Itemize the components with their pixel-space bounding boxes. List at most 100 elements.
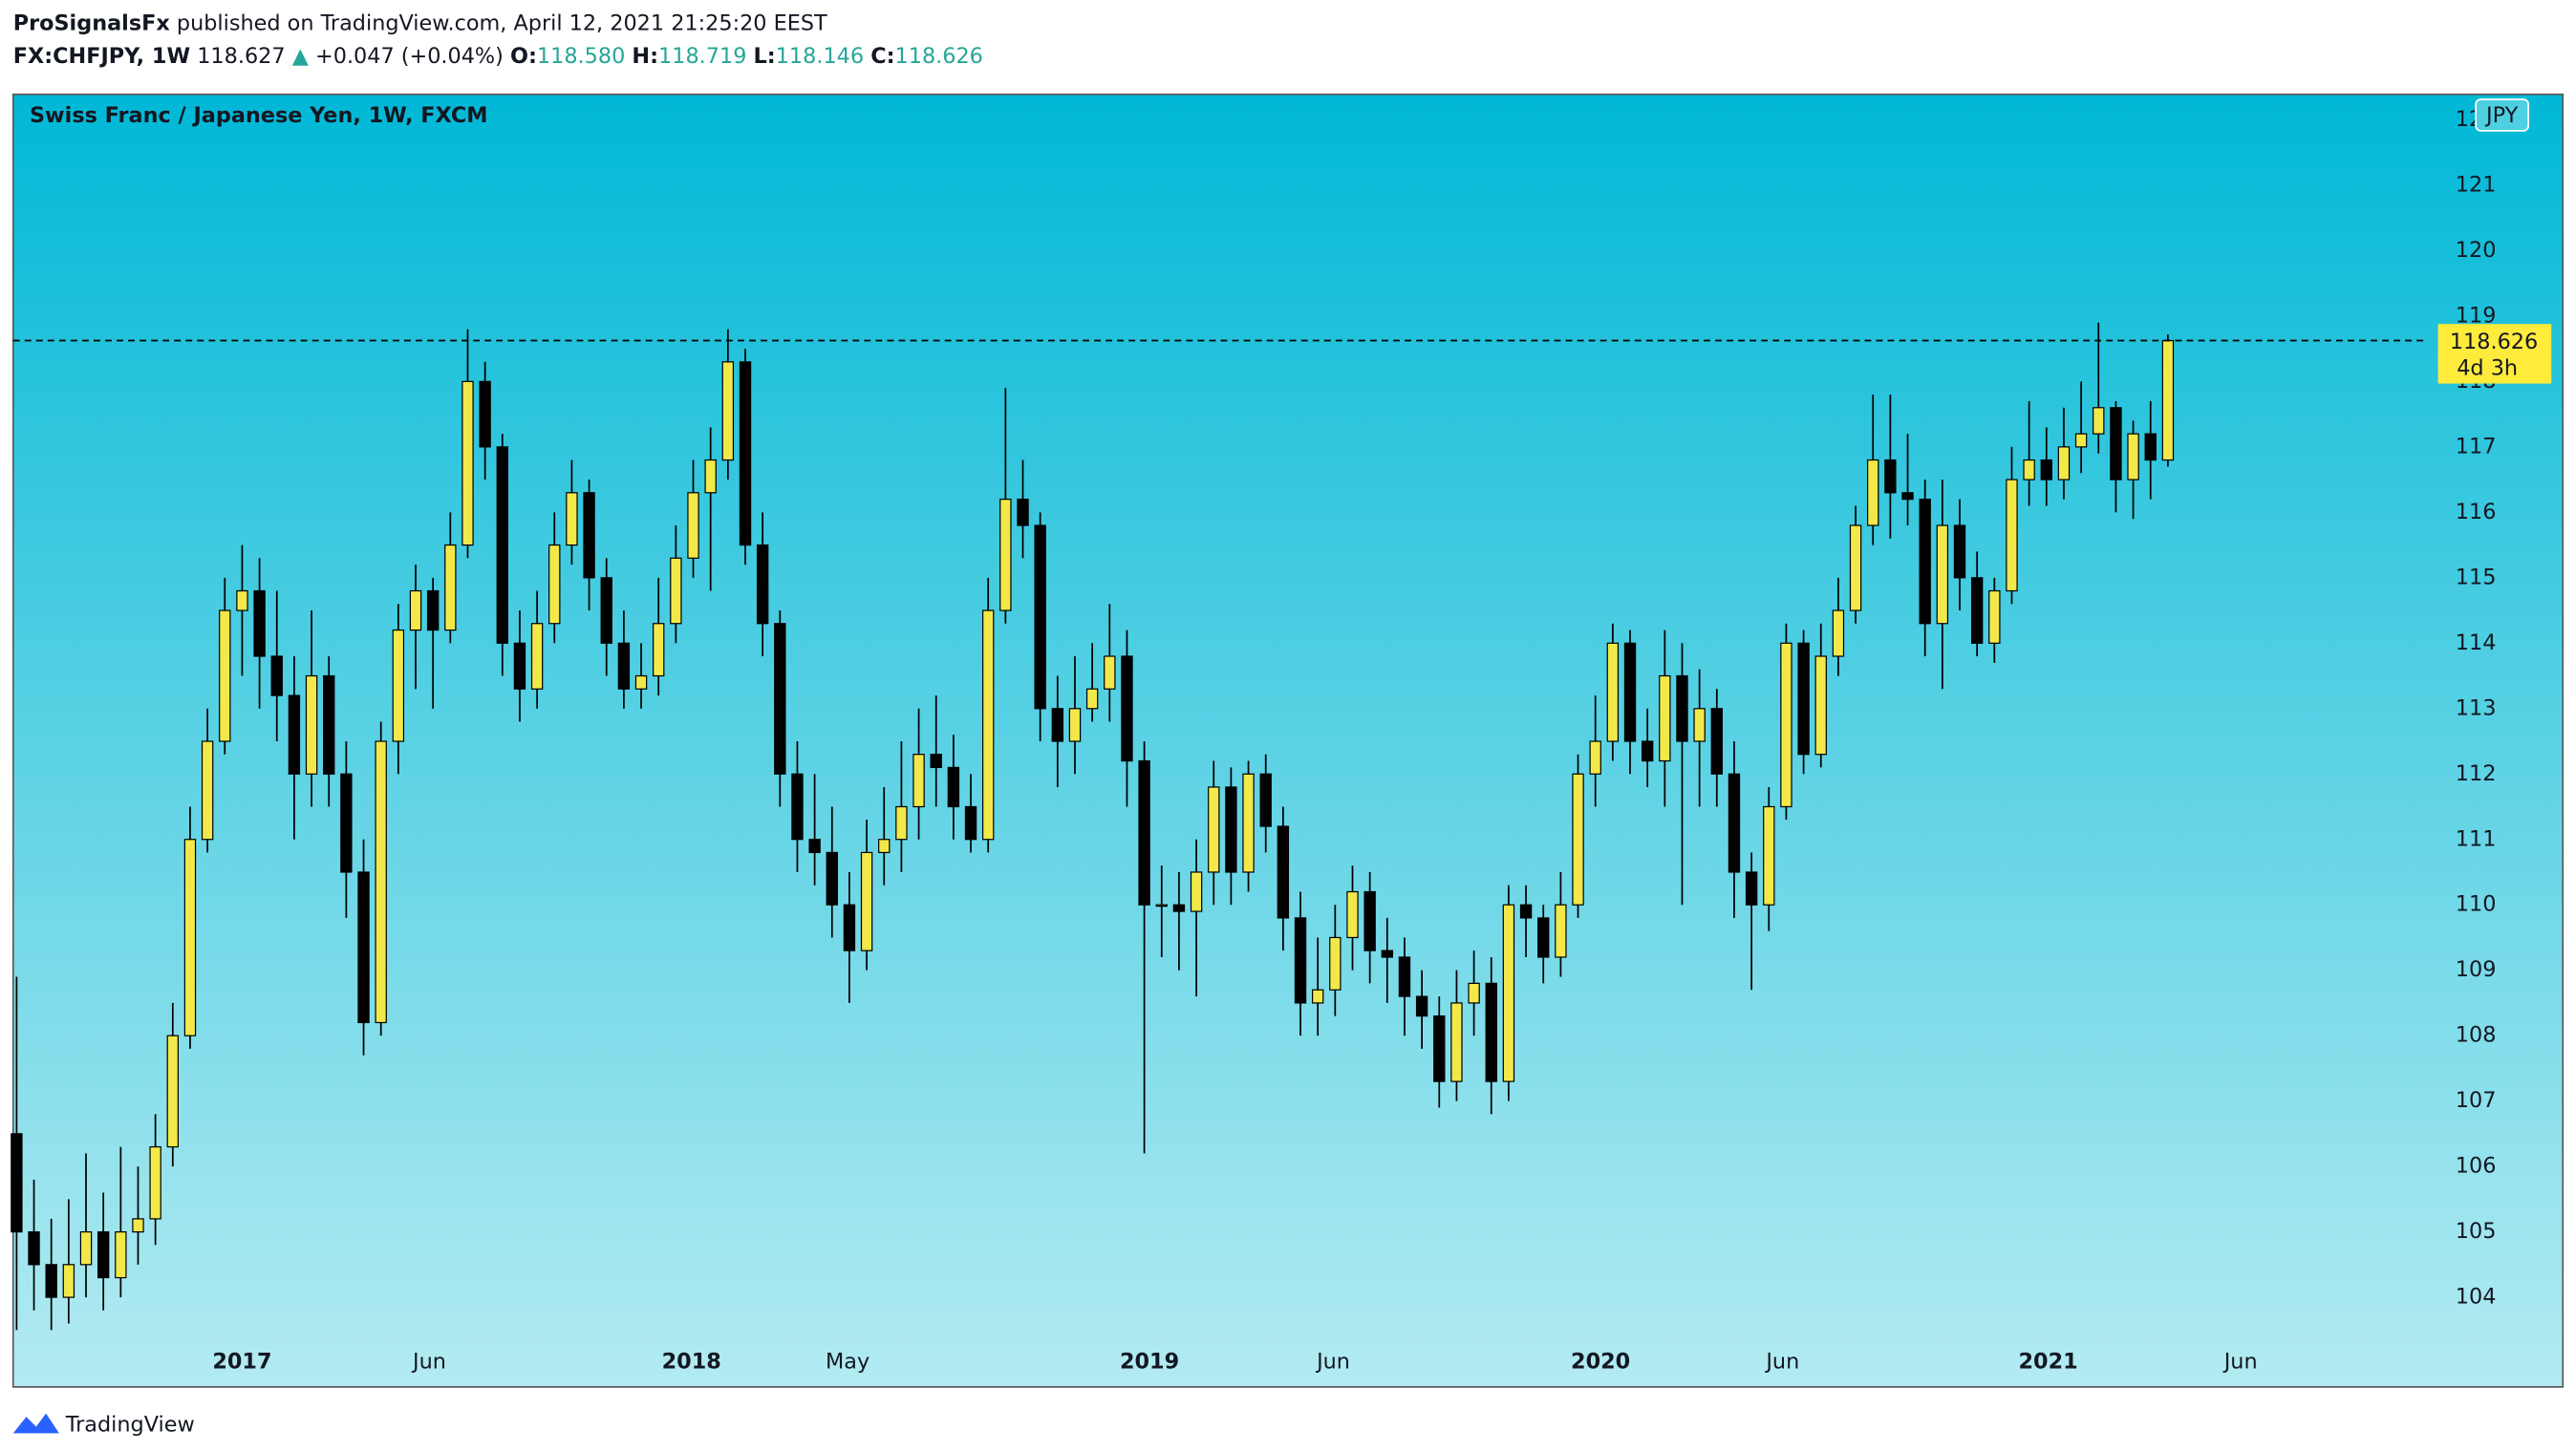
candle-body-down <box>426 589 440 631</box>
candle-body-down <box>1485 982 1497 1082</box>
x-tick-label: May <box>826 1349 869 1374</box>
o-label: O: <box>510 43 537 68</box>
candle-body-up <box>115 1230 127 1279</box>
currency-label: JPY <box>2484 103 2519 128</box>
candle-body-up <box>999 499 1012 611</box>
candle-body-up <box>1659 674 1671 762</box>
candle-body-up <box>1555 904 1567 958</box>
arrow: ▲ <box>292 43 310 68</box>
candle-body-down <box>1901 492 1914 501</box>
candle-body-down <box>1034 524 1046 710</box>
candle-body-up <box>1450 1002 1463 1082</box>
chart-area <box>11 93 2565 1388</box>
y-tick-label: 104 <box>2456 1285 2497 1310</box>
candle-body-down <box>1294 917 1307 1004</box>
candle-body-down <box>947 766 960 808</box>
candle-body-down <box>357 871 370 1024</box>
candle-body-down <box>496 446 508 644</box>
low: 118.146 <box>776 43 864 68</box>
candle-body-down <box>930 754 942 769</box>
l-label: L: <box>754 43 776 68</box>
candle-body-up <box>1085 688 1099 710</box>
candle-body-down <box>323 674 335 775</box>
candle-body-down <box>1415 995 1428 1017</box>
candle-body-down <box>774 623 786 775</box>
candle-body-up <box>1814 655 1827 756</box>
candle-body-up <box>2161 339 2175 461</box>
candle-body-down <box>2040 459 2052 480</box>
candle-body-down <box>964 805 977 841</box>
y-tick-label: 106 <box>2456 1154 2497 1179</box>
symbol: FX:CHFJPY, 1W <box>13 43 191 68</box>
candle-body-up <box>687 492 699 559</box>
candle-body-up <box>305 674 318 775</box>
y-tick-label: 112 <box>2456 761 2497 786</box>
candle-body-up <box>79 1230 93 1266</box>
candle-body-up <box>982 609 995 841</box>
candle-body-down <box>1537 917 1550 958</box>
candle-body-down <box>1797 642 1810 756</box>
candle-body-down <box>1519 904 1533 919</box>
candle-body-down <box>808 839 821 854</box>
y-tick-label: 119 <box>2456 303 2497 328</box>
x-tick-label: Jun <box>1315 1349 1350 1374</box>
y-tick-label: 109 <box>2456 957 2497 982</box>
candle-body-up <box>1988 589 2001 644</box>
candle-body-down <box>1884 459 1897 494</box>
candle-body-down <box>1277 825 1290 919</box>
candle-body-down <box>617 642 631 690</box>
candle-body-down <box>1398 956 1411 997</box>
y-tick-label: 113 <box>2456 695 2497 720</box>
y-tick-label: 111 <box>2456 826 2497 851</box>
candle-body-down <box>791 773 804 841</box>
footer: TradingView <box>12 1412 195 1437</box>
candle-body-up <box>462 380 474 546</box>
candle-body-up <box>878 839 891 854</box>
header-line-1: ProSignalsFx published on TradingView.co… <box>13 11 827 35</box>
candle-body-up <box>1468 982 1480 1004</box>
candle-body-up <box>219 609 231 742</box>
candle-body-up <box>1832 609 1845 657</box>
c-label: C: <box>870 43 894 68</box>
candle-body-up <box>201 740 214 841</box>
candle-body-down <box>1953 524 1966 579</box>
candle-body-up <box>1763 805 1775 906</box>
open: 118.580 <box>537 43 625 68</box>
y-tick-label: 120 <box>2456 238 2497 263</box>
candle-body-up <box>1936 524 1949 625</box>
candle-body-down <box>2144 433 2157 461</box>
candle-body-up <box>149 1145 161 1220</box>
y-tick-label: 108 <box>2456 1023 2497 1048</box>
y-tick-label: 115 <box>2456 565 2497 589</box>
header-line-2: FX:CHFJPY, 1W 118.627 ▲ +0.047 (+0.04%) … <box>13 43 983 68</box>
candle-body-down <box>288 694 301 775</box>
candle-body-up <box>912 754 925 808</box>
candle-body-down <box>1259 773 1272 827</box>
candle-body-up <box>2006 479 2018 592</box>
candle-body-up <box>132 1218 144 1233</box>
candle-body-up <box>653 623 665 677</box>
candle-body-up <box>2127 433 2139 480</box>
candle-body-up <box>530 623 544 690</box>
candle-body-down <box>1138 759 1150 906</box>
candle-body-down <box>1121 655 1133 762</box>
candle-body-up <box>1155 904 1168 908</box>
candle-body-down <box>1363 890 1376 951</box>
candle-body-up <box>1867 459 1879 526</box>
candle-body-up <box>860 851 873 951</box>
candle-body-down <box>826 851 838 906</box>
candle-body-down <box>479 380 491 448</box>
change: +0.047 (+0.04%) <box>315 43 504 68</box>
y-tick-label: 114 <box>2456 630 2497 655</box>
candle-body-up <box>670 557 682 625</box>
y-tick-label: 105 <box>2456 1219 2497 1244</box>
candle-body-down <box>1676 674 1688 742</box>
x-tick-label: 2021 <box>2019 1349 2078 1374</box>
candle-body-down <box>1225 786 1237 873</box>
candle-body-up <box>2074 433 2088 448</box>
candle-body-up <box>1346 890 1359 939</box>
candle-body-down <box>1051 708 1064 742</box>
candle-body-down <box>1172 904 1186 912</box>
